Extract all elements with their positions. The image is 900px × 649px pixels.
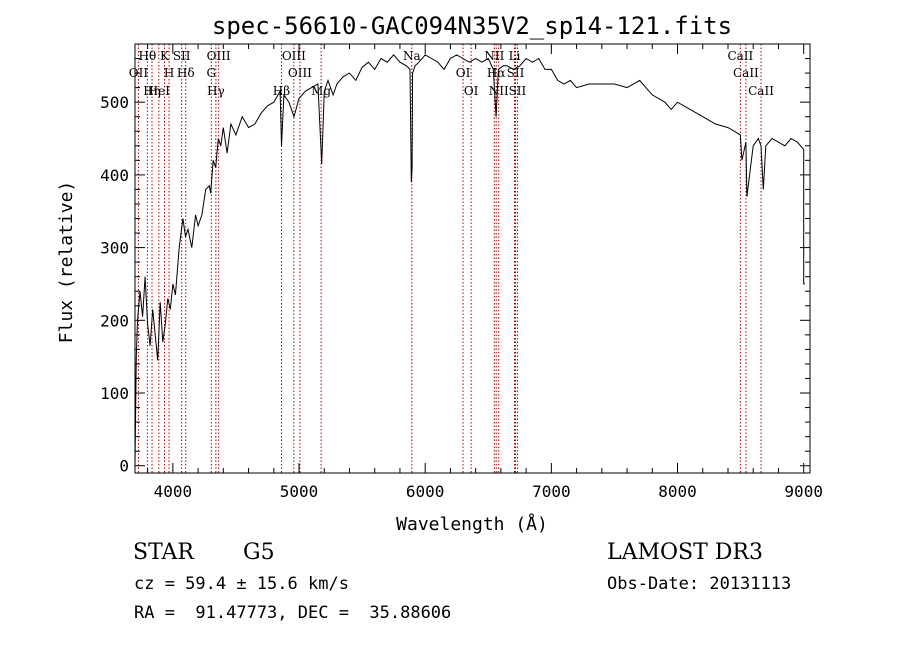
y-axis-label: Flux (relative) bbox=[56, 181, 77, 344]
y-tick-label: 300 bbox=[100, 239, 129, 258]
x-tick-label: 8000 bbox=[658, 482, 697, 501]
line-label: OIII bbox=[207, 49, 231, 63]
line-label: CaII bbox=[733, 66, 759, 80]
line-label: OIII bbox=[288, 66, 312, 80]
spectral-line-labels: HθOIIHηKHHeISIIHδHγOIIIGHβOIIIOIIIMgNaOI… bbox=[129, 49, 774, 98]
line-label: OI bbox=[456, 66, 471, 80]
y-tick-label: 400 bbox=[100, 166, 129, 185]
line-label: Na bbox=[403, 49, 421, 63]
x-tick-label: 7000 bbox=[532, 482, 571, 501]
object-class: STAR bbox=[133, 540, 194, 565]
redshift-readout: cz = 59.4 ± 15.6 km/s bbox=[134, 574, 349, 594]
line-label: SII bbox=[507, 66, 525, 80]
line-label: K bbox=[160, 49, 170, 63]
x-tick-label: 6000 bbox=[406, 482, 445, 501]
x-tick-label: 9000 bbox=[784, 482, 823, 501]
line-label: OIII bbox=[282, 49, 306, 63]
x-tick-label: 4000 bbox=[154, 482, 193, 501]
spectrum-line bbox=[134, 54, 805, 466]
line-label: HeI bbox=[148, 84, 171, 98]
line-label: Hγ bbox=[207, 84, 225, 98]
line-label: SII bbox=[509, 84, 527, 98]
spectral-line-markers bbox=[137, 44, 762, 473]
line-label: OI bbox=[464, 84, 479, 98]
line-label: Hα bbox=[487, 66, 506, 80]
observation-date: Obs-Date: 20131113 bbox=[607, 574, 792, 594]
y-tick-label: 0 bbox=[119, 457, 129, 476]
y-tick-label: 500 bbox=[100, 93, 129, 112]
line-label: Hδ bbox=[177, 66, 195, 80]
x-axis-label: Wavelength (Å) bbox=[396, 513, 548, 535]
axis-ticks: 4000 5000 6000 7000 8000 9000 0 100 200 300 400 500 bbox=[100, 44, 823, 501]
x-tick-label: 5000 bbox=[280, 482, 319, 501]
line-label: NII bbox=[484, 49, 504, 63]
coordinates-readout: RA = 91.47773, DEC = 35.88606 bbox=[134, 603, 452, 623]
line-label: Hθ bbox=[139, 49, 157, 63]
chart-title: spec-56610-GAC094N35V2_sp14-121.fits bbox=[212, 12, 732, 40]
line-label: H bbox=[164, 66, 174, 80]
line-label: CaII bbox=[727, 49, 753, 63]
y-tick-label: 200 bbox=[100, 311, 129, 330]
line-label: NII bbox=[489, 84, 509, 98]
y-tick-label: 100 bbox=[100, 384, 129, 403]
plot-frame bbox=[134, 43, 811, 474]
line-label: CaII bbox=[748, 84, 774, 98]
object-subclass: G5 bbox=[243, 540, 275, 565]
line-label: Mg bbox=[311, 84, 331, 98]
survey-name: LAMOST DR3 bbox=[607, 540, 763, 565]
line-label: SII bbox=[173, 49, 191, 63]
line-label: Li bbox=[509, 49, 521, 63]
line-label: Hβ bbox=[273, 84, 290, 98]
line-label: Hη bbox=[143, 84, 161, 98]
line-label: G bbox=[207, 66, 217, 80]
